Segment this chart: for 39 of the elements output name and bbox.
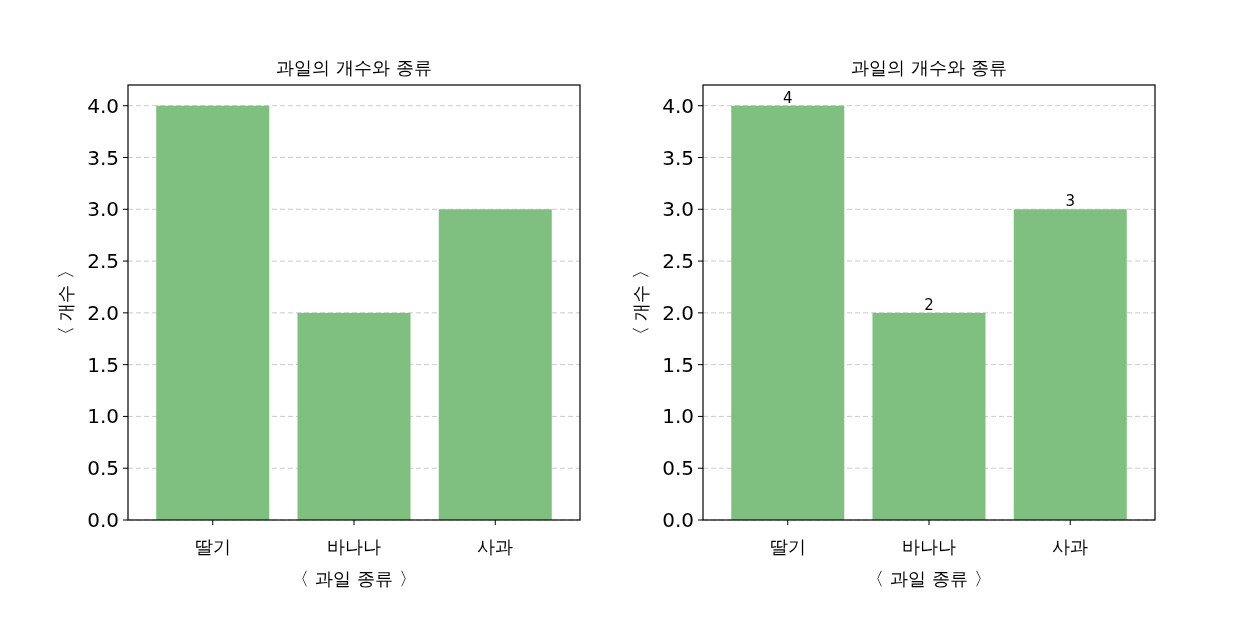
y-tick-label: 1.0 [87,404,119,429]
y-tick-label: 3.0 [87,197,119,222]
bar [872,312,986,520]
x-tick-label: 바나나 [327,536,381,557]
bar [156,105,270,520]
y-tick-label: 3.5 [662,145,694,170]
bar [1013,209,1127,520]
data-label: 4 [782,88,793,107]
y-axis-title: 〈 개수 〉 [630,260,651,345]
y-tick-label: 4.0 [662,93,694,118]
bar [297,312,411,520]
y-axis-title: 〈 개수 〉 [55,260,76,345]
data-label: 2 [924,295,934,314]
y-tick-label: 2.5 [662,249,694,274]
y-tick-label: 4.0 [87,93,119,118]
x-tick-label: 사과 [477,536,514,557]
data-label: 3 [1065,192,1076,211]
x-axis-title: 〈 과일 종류 〉 [866,568,992,589]
y-tick-label: 1.5 [662,352,694,377]
x-axis-title: 〈 과일 종류 〉 [291,568,417,589]
y-tick-label: 1.0 [662,404,694,429]
bar [438,209,552,520]
y-tick-label: 2.5 [87,249,119,274]
y-tick-label: 0.0 [87,508,119,532]
y-tick-label: 0.5 [662,456,694,481]
y-tick-label: 2.0 [662,300,694,325]
y-tick-label: 3.0 [662,197,694,222]
y-tick-label: 0.0 [662,508,694,532]
y-tick-label: 1.5 [87,352,119,377]
x-tick-label: 사과 [1052,536,1089,557]
y-tick-label: 0.5 [87,456,119,481]
x-tick-label: 딸기 [194,536,231,557]
x-tick-label: 바나나 [902,536,956,557]
y-tick-label: 3.5 [87,145,119,170]
chart-title: 과일의 개수와 종류 [276,57,432,78]
x-tick-label: 딸기 [769,536,806,557]
chart-title: 과일의 개수와 종류 [851,57,1007,78]
bar [731,105,845,520]
y-tick-label: 2.0 [87,300,119,325]
